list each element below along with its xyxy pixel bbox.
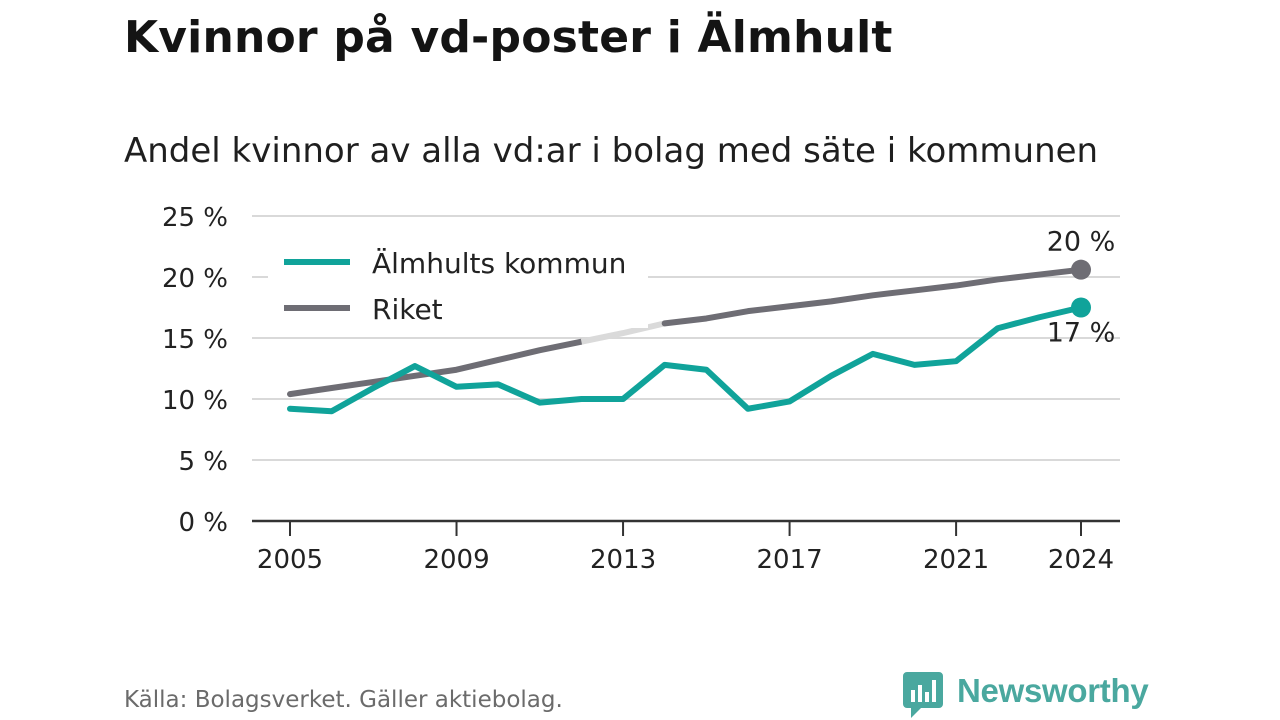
legend-label-riket: Riket [372, 293, 443, 326]
riket-end-point [1071, 259, 1091, 280]
y-tick-label: 20 % [162, 264, 228, 294]
x-tick-label: 2013 [590, 545, 656, 575]
y-tick-label: 25 % [162, 203, 228, 233]
x-tick-label: 2005 [257, 545, 323, 575]
y-tick-label: 10 % [162, 386, 228, 416]
newsworthy-logo-icon [903, 672, 943, 718]
almhult-line [287, 304, 1084, 415]
x-tick-label: 2024 [1048, 545, 1114, 575]
brand-name: Newsworthy [957, 672, 1149, 709]
almhult-end-point [1071, 297, 1091, 318]
legend-background [268, 236, 648, 328]
riket-end-label: 20 % [1047, 227, 1116, 258]
riket-line-gap [580, 320, 666, 345]
x-tick-label: 2009 [423, 545, 489, 575]
riket-line [661, 266, 1084, 327]
x-tick-label: 2021 [923, 545, 989, 575]
y-tick-label: 0 % [178, 508, 228, 538]
y-tick-label: 5 % [178, 447, 228, 477]
riket-line [287, 338, 585, 398]
source-note: Källa: Bolagsverket. Gäller aktiebolag. [124, 687, 563, 713]
x-tick-label: 2017 [756, 545, 822, 575]
legend-label-almhult: Älmhults kommun [372, 247, 626, 280]
chart-title: Kvinnor på vd-poster i Älmhult [124, 12, 893, 63]
chart-subtitle: Andel kvinnor av alla vd:ar i bolag med … [124, 131, 1099, 171]
y-tick-label: 15 % [162, 325, 228, 355]
almhult-end-label: 17 % [1047, 318, 1116, 349]
